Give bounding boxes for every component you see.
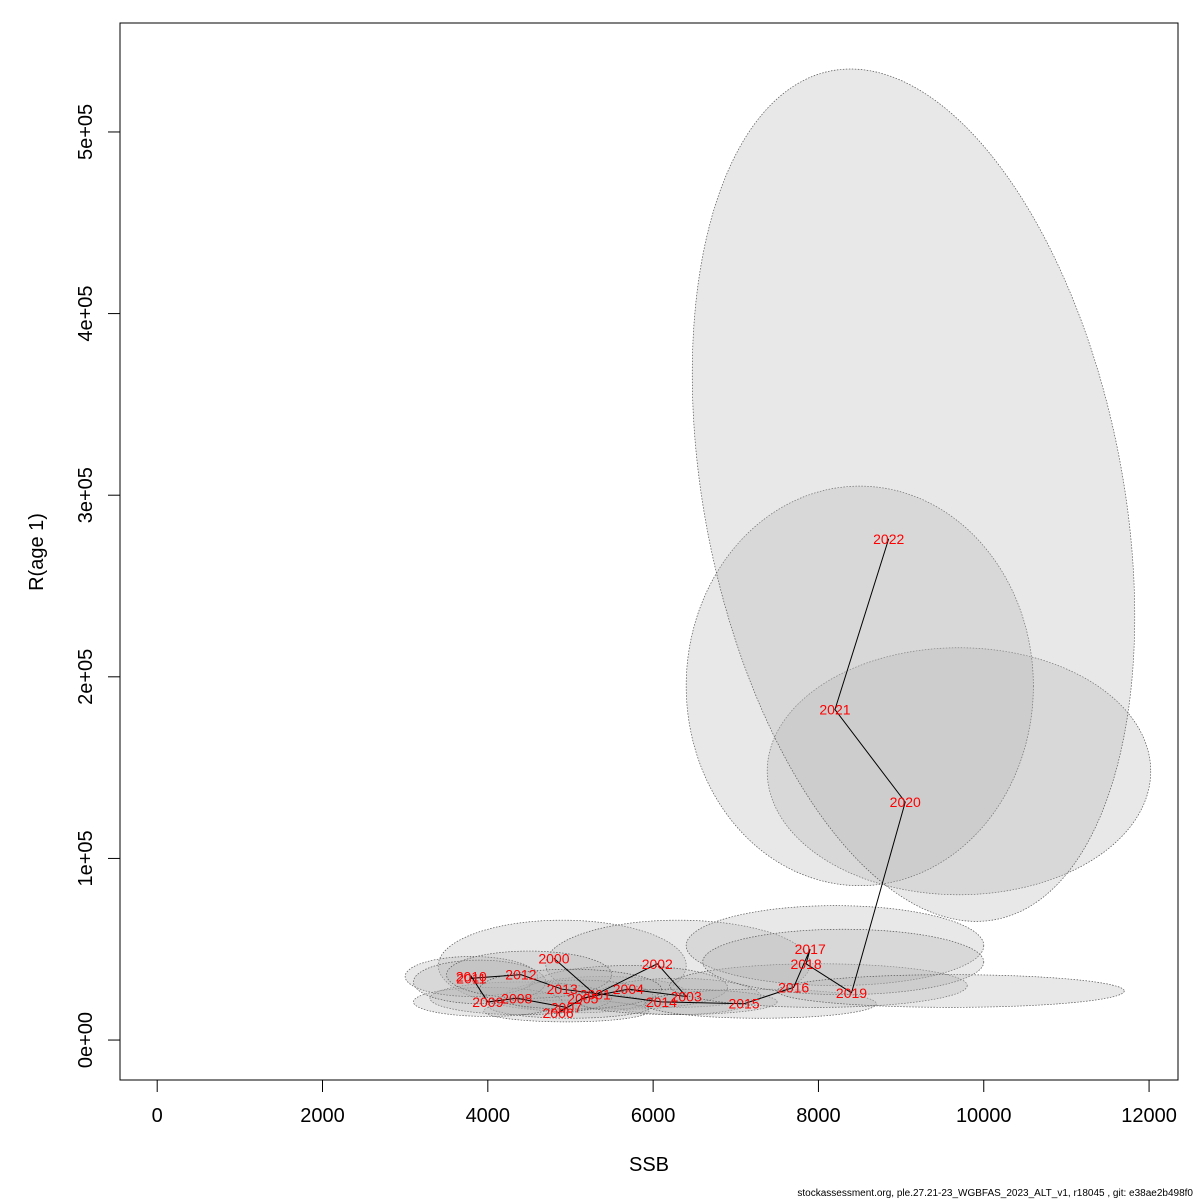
year-label-2016: 2016 [778,979,809,995]
ellipse-2017 [685,905,985,986]
year-label-2004: 2004 [613,981,644,997]
ellipse-2015 [644,988,877,1019]
ellipse-2018 [702,928,985,995]
ellipse-2004 [528,965,728,1010]
x-tick-label-12000: 12000 [1121,1105,1177,1127]
year-label-2007: 2007 [551,999,582,1015]
ellipse-2021 [685,485,1034,887]
trajectory-polyline [470,538,906,1014]
year-label-2000: 2000 [538,950,569,966]
y-tick-label-300000: 3e+05 [75,467,97,523]
year-label-2021: 2021 [819,702,850,718]
x-tick-label-2000: 2000 [300,1105,345,1127]
ellipse-2011 [413,959,547,1005]
year-label-2020: 2020 [890,794,921,810]
year-label-2009: 2009 [472,994,503,1010]
year-label-2015: 2015 [728,996,759,1012]
x-axis-title: SSB [629,1154,669,1176]
year-label-2005: 2005 [567,990,598,1006]
ellipse-2019 [776,974,1125,1008]
confidence-ellipses [404,68,1152,1023]
ellipse-2020 [766,647,1152,896]
year-label-2006: 2006 [543,1005,574,1021]
x-tick-label-10000: 10000 [956,1105,1012,1127]
year-label-2014: 2014 [646,994,677,1010]
year-label-2019: 2019 [836,985,867,1001]
year-label-2001: 2001 [580,987,611,1003]
year-label-2011: 2011 [456,970,486,986]
x-axis: 0 2000 4000 6000 8000 10000 12000 [152,1079,1177,1127]
ellipse-2005 [504,979,654,1014]
year-label-2013: 2013 [547,981,578,997]
y-axis: 0e+00 1e+05 2e+05 3e+05 4e+05 5e+05 [75,104,121,1068]
x-tick-label-4000: 4000 [466,1105,511,1127]
x-tick-label-0: 0 [152,1105,163,1127]
y-tick-label-400000: 4e+05 [75,285,97,341]
trajectory-line [470,538,906,1014]
y-tick-label-200000: 2e+05 [75,649,97,705]
ellipse-2012 [446,950,613,999]
y-tick-label-0: 0e+00 [75,1012,97,1068]
ellipse-2022 [691,68,1136,922]
x-tick-label-8000: 8000 [796,1105,841,1127]
x-tick-label-6000: 6000 [631,1105,676,1127]
year-label-2022: 2022 [873,531,904,547]
y-tick-label-100000: 1e+05 [75,830,97,886]
year-label-2018: 2018 [790,956,821,972]
year-label-2008: 2008 [501,990,532,1006]
ellipse-2006 [483,999,650,1023]
year-label-2002: 2002 [642,956,673,972]
year-label-2012: 2012 [505,967,536,983]
y-tick-label-500000: 5e+05 [75,104,97,160]
year-label-2003: 2003 [671,988,702,1004]
y-axis-title: R(age 1) [26,513,48,591]
year-label-2010: 2010 [456,968,487,984]
footer-credit: stockassessment.org, ple.27.21-23_WGBFAS… [797,1188,1193,1199]
year-label-2017: 2017 [795,941,826,957]
